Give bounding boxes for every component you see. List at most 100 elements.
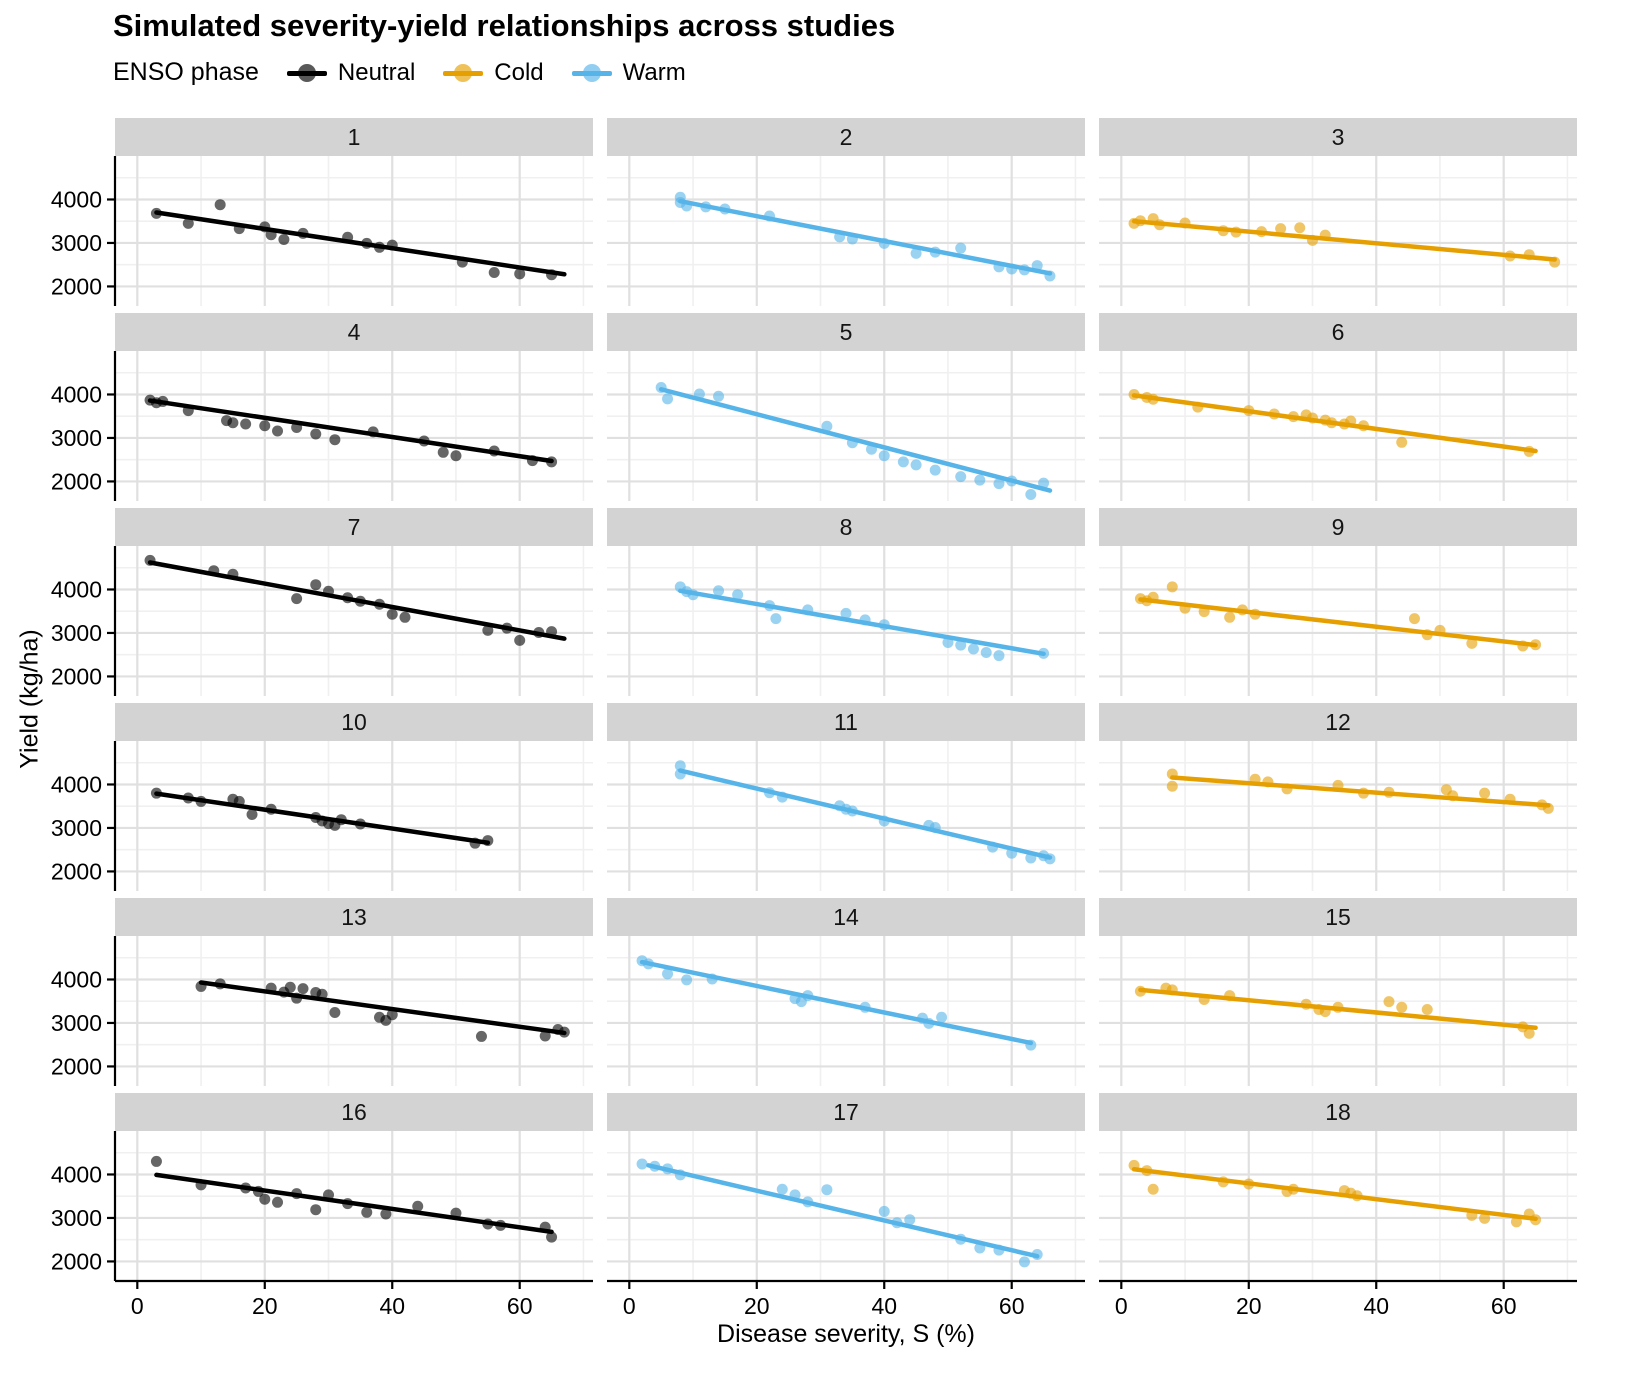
data-point <box>1294 222 1306 234</box>
panel-plot <box>1099 936 1577 1086</box>
y-axis <box>107 936 117 1086</box>
data-point <box>910 459 922 471</box>
trend-line <box>1170 775 1551 808</box>
data-point <box>713 585 725 597</box>
facet-strip: 7 <box>115 508 593 546</box>
facet-9: 9 <box>1099 508 1577 696</box>
data-point <box>980 647 992 659</box>
data-point <box>284 981 296 993</box>
y-tick-label: 2000 <box>51 663 102 689</box>
data-point <box>878 1205 890 1217</box>
trend-line <box>639 959 1034 1046</box>
data-point <box>955 639 967 651</box>
y-tick-label: 3000 <box>51 1010 102 1036</box>
data-point <box>878 450 890 462</box>
major-gridlines <box>607 546 1085 696</box>
minor-gridlines <box>607 351 1085 501</box>
facet-strip: 4 <box>115 313 593 351</box>
trend-line <box>198 980 567 1036</box>
facet-strip: 3 <box>1099 118 1577 156</box>
data-point <box>1479 787 1491 799</box>
x-tick-label: 20 <box>744 1293 770 1319</box>
data-point <box>662 968 674 980</box>
facet-strip: 14 <box>607 898 1085 936</box>
data-point <box>259 1193 271 1205</box>
data-point <box>450 450 462 462</box>
x-tick-label: 60 <box>1491 1293 1517 1319</box>
data-point <box>674 760 686 772</box>
y-tick-label: 3000 <box>51 620 102 646</box>
minor-gridlines <box>115 1131 593 1281</box>
legend-key-cold-icon <box>443 60 484 86</box>
facet-strip: 18 <box>1099 1093 1577 1131</box>
data-point <box>770 613 782 625</box>
x-tick-label: 40 <box>1363 1293 1389 1319</box>
x-tick-label: 20 <box>252 1293 278 1319</box>
data-point <box>182 217 194 229</box>
data-point <box>399 611 411 623</box>
data-point <box>904 1214 916 1226</box>
data-point <box>240 418 252 430</box>
y-axis <box>107 546 117 696</box>
legend-key-warm-icon <box>571 60 612 86</box>
facet-8: 8 <box>607 508 1085 696</box>
scatter-points <box>150 199 558 281</box>
data-point <box>310 579 322 591</box>
scatter-points <box>150 1155 558 1243</box>
trend-line <box>1131 1167 1538 1222</box>
data-point <box>475 1030 487 1042</box>
data-point <box>1166 581 1178 593</box>
y-tick-label: 4000 <box>51 966 102 992</box>
data-point <box>1025 488 1037 500</box>
data-point <box>636 1158 648 1170</box>
data-point <box>437 446 449 458</box>
major-gridlines <box>607 936 1085 1086</box>
y-tick-label: 3000 <box>51 1205 102 1231</box>
facet-10: 10 2000 3000 4000 <box>51 703 593 891</box>
trend-line <box>646 1163 1040 1259</box>
minor-gridlines <box>115 156 593 306</box>
data-point <box>310 428 322 440</box>
data-point <box>1421 1003 1433 1015</box>
major-gridlines <box>607 741 1085 891</box>
x-axis <box>115 1279 593 1289</box>
y-tick-label: 2000 <box>51 1053 102 1079</box>
panel-plot: 2000 3000 4000 <box>51 741 593 891</box>
data-point <box>967 643 979 655</box>
major-gridlines <box>1099 1131 1577 1281</box>
trend-line <box>154 791 491 845</box>
major-gridlines <box>607 156 1085 306</box>
facet-strip: 13 <box>115 898 593 936</box>
panel-plot: 2000 3000 4000 <box>51 351 593 501</box>
y-tick-label: 2000 <box>51 858 102 884</box>
legend-item-neutral: Neutral <box>286 59 415 87</box>
panel-plot: 2000 3000 4000 <box>51 936 593 1086</box>
legend-item-warm: Warm <box>571 59 686 87</box>
data-point <box>546 1231 558 1243</box>
y-tick-label: 3000 <box>51 425 102 451</box>
y-tick-label: 4000 <box>51 576 102 602</box>
y-tick-label: 3000 <box>51 230 102 256</box>
data-point <box>974 474 986 486</box>
data-point <box>1224 611 1236 623</box>
y-tick-label: 4000 <box>51 1161 102 1187</box>
minor-gridlines <box>607 156 1085 306</box>
data-point <box>272 425 284 437</box>
facet-15: 15 <box>1099 898 1577 1086</box>
data-point <box>1383 996 1395 1008</box>
trend-line <box>678 588 1046 657</box>
x-axis <box>607 1279 1085 1289</box>
major-gridlines <box>115 1131 593 1281</box>
facet-18: 18 0 20 40 60 <box>1099 1093 1577 1319</box>
x-tick-label: 40 <box>871 1293 897 1319</box>
facet-16: 16 2000 3000 4000 0 20 40 60 <box>51 1093 593 1319</box>
data-point <box>955 242 967 254</box>
data-point <box>1147 1183 1159 1195</box>
scatter-points <box>1134 982 1535 1039</box>
trend-line <box>1131 218 1557 262</box>
data-point <box>1408 613 1420 625</box>
panel-plot: 2000 3000 4000 <box>51 156 593 306</box>
minor-gridlines <box>115 936 593 1086</box>
facet-11: 11 <box>607 703 1085 891</box>
legend-label-cold: Cold <box>494 58 544 86</box>
